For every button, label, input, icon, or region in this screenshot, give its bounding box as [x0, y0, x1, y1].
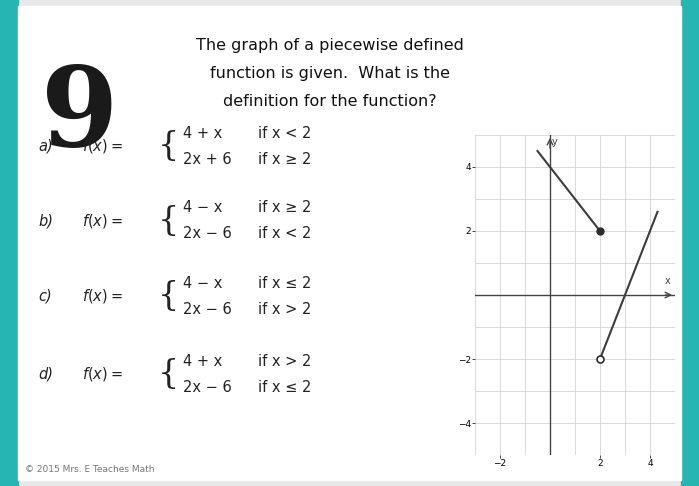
Text: if x < 2: if x < 2	[258, 125, 311, 140]
Text: d): d)	[38, 366, 53, 382]
Text: y: y	[552, 137, 558, 147]
Text: if x ≤ 2: if x ≤ 2	[258, 276, 311, 291]
Text: 2x − 6: 2x − 6	[183, 226, 232, 242]
Text: 4 + x: 4 + x	[183, 125, 222, 140]
Text: b): b)	[38, 213, 53, 228]
Bar	[0, 0, 18, 486]
Text: {: {	[157, 205, 179, 237]
Text: x: x	[665, 276, 670, 286]
Text: 4 − x: 4 − x	[183, 201, 222, 215]
Text: 2x − 6: 2x − 6	[183, 380, 232, 395]
Text: if x ≥ 2: if x ≥ 2	[258, 201, 311, 215]
Text: function is given.  What is the: function is given. What is the	[210, 67, 450, 82]
Text: 2x − 6: 2x − 6	[183, 301, 232, 316]
Text: c): c)	[38, 289, 52, 303]
Text: if x > 2: if x > 2	[258, 301, 311, 316]
Text: if x ≤ 2: if x ≤ 2	[258, 380, 311, 395]
Text: 2x + 6: 2x + 6	[183, 152, 231, 167]
Text: definition for the function?: definition for the function?	[223, 94, 437, 109]
Text: $f(x)=$: $f(x)=$	[82, 287, 123, 305]
Text: $f(x)=$: $f(x)=$	[82, 365, 123, 383]
Text: if x > 2: if x > 2	[258, 353, 311, 368]
Text: if x ≥ 2: if x ≥ 2	[258, 152, 311, 167]
Text: The graph of a piecewise defined: The graph of a piecewise defined	[196, 38, 464, 53]
Text: 9: 9	[41, 63, 119, 170]
Text: © 2015 Mrs. E Teaches Math: © 2015 Mrs. E Teaches Math	[25, 465, 154, 474]
Bar	[681, 0, 699, 486]
Text: {: {	[157, 130, 179, 162]
Text: {: {	[157, 280, 179, 312]
Text: if x < 2: if x < 2	[258, 226, 311, 242]
Text: {: {	[157, 358, 179, 390]
Text: $f(x)=$: $f(x)=$	[82, 137, 123, 155]
Text: $f(x)=$: $f(x)=$	[82, 212, 123, 230]
Text: 4 − x: 4 − x	[183, 276, 222, 291]
Text: 4 + x: 4 + x	[183, 353, 222, 368]
Text: a): a)	[38, 139, 52, 154]
